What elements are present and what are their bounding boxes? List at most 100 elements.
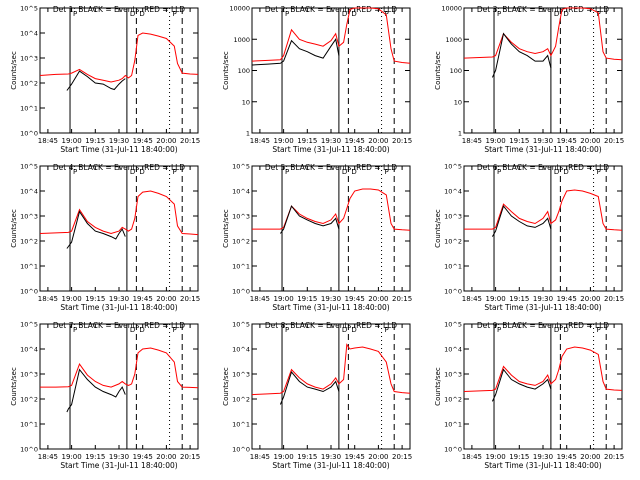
x-tick-label: 18:45 [250, 453, 270, 461]
y-tick-label: 1 [246, 130, 250, 138]
x-axis-label: Start Time (31-Jul-11 18:40:00) [272, 461, 389, 470]
x-tick-label: 19:00 [486, 453, 506, 461]
y-tick-label: 10^4 [20, 188, 38, 196]
y-tick-label: 10^4 [232, 188, 250, 196]
y-tick-label: 10^5 [20, 5, 38, 13]
x-tick-label: 19:45 [133, 295, 153, 303]
y-tick-label: 10 [454, 98, 462, 106]
x-tick-label: 19:15 [297, 295, 317, 303]
top-marker-label: D [130, 168, 135, 176]
x-tick-label: 19:30 [109, 453, 129, 461]
x-tick-label: 19:15 [85, 137, 105, 145]
x-tick-label: 19:00 [486, 137, 506, 145]
y-tick-label: 10^2 [20, 396, 38, 404]
x-tick-label: 19:00 [62, 295, 82, 303]
top-marker-label: P [173, 10, 177, 18]
x-tick-label: 20:00 [156, 137, 176, 145]
y-tick-label: 10^0 [20, 288, 38, 296]
series-events-line [251, 38, 340, 66]
x-tick-label: 18:45 [38, 453, 58, 461]
x-tick-label: 19:45 [557, 453, 577, 461]
x-tick-label: 19:45 [133, 453, 153, 461]
x-tick-label: 20:15 [392, 137, 412, 145]
series-lld-line [39, 190, 199, 236]
x-tick-label: 20:00 [580, 453, 600, 461]
top-marker-label: P [385, 10, 389, 18]
series-events-line [491, 205, 552, 237]
x-axis-label: Start Time (31-Jul-11 18:40:00) [272, 145, 389, 154]
x-tick-label: 20:00 [368, 453, 388, 461]
y-tick-label: 10^4 [20, 346, 38, 354]
y-tick-label: 10^3 [232, 371, 250, 379]
y-tick-label: 100 [238, 67, 250, 75]
x-tick-label: 18:45 [462, 453, 482, 461]
x-tick-label: 19:30 [533, 137, 553, 145]
y-tick-label: 1 [458, 130, 462, 138]
plot-frame [251, 165, 411, 292]
y-axis-label: Counts/sec [222, 51, 230, 90]
y-tick-label: 10^1 [232, 263, 250, 271]
series-events-line [491, 32, 552, 78]
x-tick-label: 20:15 [180, 295, 200, 303]
top-marker-label: P [497, 168, 501, 176]
plot-frame [463, 7, 623, 134]
x-tick-label: 19:45 [345, 137, 365, 145]
y-axis-label: Counts/sec [10, 367, 18, 406]
top-marker-label: D [351, 10, 356, 18]
x-tick-label: 19:00 [274, 137, 294, 145]
top-marker-label: P [173, 168, 177, 176]
top-marker-label: D [554, 168, 559, 176]
y-tick-label: 10^0 [444, 446, 462, 454]
y-tick-label: 10^2 [232, 238, 250, 246]
y-axis-label: Counts/sec [222, 209, 230, 248]
x-tick-label: 19:00 [486, 295, 506, 303]
x-tick-label: 19:15 [85, 453, 105, 461]
y-tick-label: 1000 [233, 36, 250, 44]
top-marker-label: D [342, 168, 347, 176]
y-tick-label: 10^5 [232, 163, 250, 171]
x-tick-label: 18:45 [38, 295, 58, 303]
y-tick-label: 10^2 [20, 80, 38, 88]
top-marker-label: P [285, 10, 289, 18]
top-marker-label: P [73, 168, 77, 176]
top-marker-label: D [563, 168, 568, 176]
top-marker-label: D [342, 326, 347, 334]
y-tick-label: 10^0 [232, 288, 250, 296]
x-tick-label: 19:00 [62, 137, 82, 145]
plot-frame [39, 7, 199, 134]
top-marker-label: P [285, 326, 289, 334]
y-axis-label: Counts/sec [434, 51, 442, 90]
top-marker-label: D [130, 326, 135, 334]
x-axis-label: Start Time (31-Jul-11 18:40:00) [60, 303, 177, 312]
y-axis-label: Counts/sec [434, 367, 442, 406]
y-tick-label: 10000 [229, 5, 250, 13]
top-marker-label: P [285, 168, 289, 176]
x-tick-label: 19:45 [345, 453, 365, 461]
y-tick-label: 10^1 [20, 105, 38, 113]
top-marker-label: P [597, 168, 601, 176]
y-axis-label: Counts/sec [10, 51, 18, 90]
y-axis-label: Counts/sec [434, 209, 442, 248]
top-marker-label: P [173, 326, 177, 334]
y-tick-label: 10^3 [20, 371, 38, 379]
series-lld-line [251, 7, 411, 64]
x-tick-label: 20:15 [392, 295, 412, 303]
series-lld-line [463, 346, 623, 392]
top-marker-label: D [351, 326, 356, 334]
y-tick-label: 10^0 [20, 130, 38, 138]
plot-frame [463, 323, 623, 450]
top-marker-label: D [554, 10, 559, 18]
y-tick-label: 10^2 [232, 396, 250, 404]
x-tick-label: 19:00 [274, 295, 294, 303]
x-tick-label: 19:15 [509, 137, 529, 145]
x-tick-label: 19:45 [133, 137, 153, 145]
x-axis-label: Start Time (31-Jul-11 18:40:00) [272, 303, 389, 312]
y-tick-label: 10^3 [20, 213, 38, 221]
x-tick-label: 19:15 [297, 453, 317, 461]
